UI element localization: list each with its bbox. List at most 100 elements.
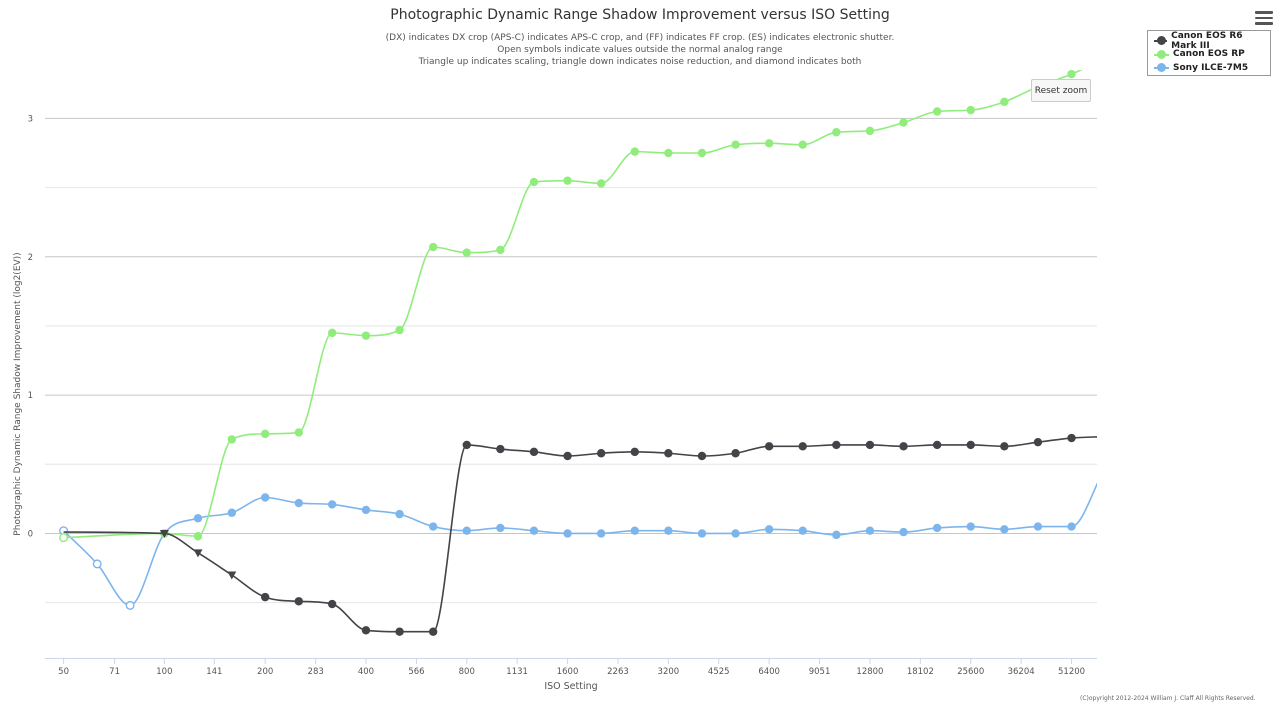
data-point [395,627,404,636]
legend-item-sony-ilce-7m5[interactable]: Sony ILCE-7M5 [1148,61,1270,75]
x-tick-label: 36204 [1008,667,1035,677]
legend-marker-icon [1154,49,1169,59]
legend-item-canon-eos-r6-mark-iii[interactable]: Canon EOS R6 Mark III [1148,30,1270,51]
data-point [327,328,337,338]
data-point [932,440,942,450]
data-point [731,140,740,149]
data-point-open [59,533,69,543]
x-tick-label: 800 [459,667,475,677]
series-0 [63,433,1097,636]
legend-label: Canon EOS RP [1173,49,1245,60]
data-point [395,509,404,519]
data-point [899,527,908,537]
data-point [529,447,539,457]
x-tick-label: 3200 [658,667,680,677]
data-point [327,500,337,509]
data-point [966,440,975,450]
x-tick-label: 25600 [957,667,984,677]
data-point [361,505,371,515]
legend-marker-icon [1154,63,1169,73]
data-point [1067,522,1076,531]
data-point-open [125,600,135,610]
data-point [764,525,774,534]
data-point [832,128,841,137]
data-point [563,529,572,538]
data-point [529,526,539,535]
data-point [462,526,471,535]
x-tick-label: 12800 [856,667,883,677]
data-point [664,148,673,158]
x-axis: 50 71 100 141 200 283 400 566 800 1131 1600 2263 320… [45,658,1097,677]
x-tick-label: 200 [257,667,273,677]
data-point [428,522,438,531]
data-point [630,147,639,156]
legend-label: Canon EOS R6 Mark III [1171,30,1243,51]
data-point-open [92,559,102,569]
data-point [294,428,303,437]
data-point [966,522,975,531]
data-point [428,627,438,636]
x-tick-label: 51200 [1058,667,1085,677]
data-point [664,526,673,535]
x-tick-label: 9051 [809,667,831,677]
data-point [462,248,471,257]
data-point [227,435,237,444]
copyright-text: (C)opyright 2012-2024 William J. Claff A… [1080,695,1256,702]
chart-subtitle-line: Open symbols indicate values outside the… [497,45,783,55]
data-point [361,331,371,340]
x-tick-label: 6400 [758,667,780,677]
chart-title: Photographic Dynamic Range Shadow Improv… [390,7,889,23]
data-point [529,177,539,187]
data-point [1000,525,1009,534]
data-point [294,597,303,606]
data-point [227,508,237,517]
x-tick-label: 18102 [907,667,934,677]
y-tick-label: 0 [28,529,33,539]
data-point [865,440,875,450]
data-point [193,514,203,523]
x-tick-label: 283 [308,667,324,677]
reset-zoom-button[interactable]: Reset zoom [1031,79,1091,102]
data-point [832,440,841,450]
x-tick-label: 1131 [506,667,528,677]
legend-item-canon-eos-rp[interactable]: Canon EOS RP [1148,48,1270,62]
data-point [428,242,438,252]
data-point [1033,437,1043,447]
data-point [798,442,807,451]
data-point [563,176,572,185]
y-tick-label: 1 [28,391,33,401]
data-point [260,493,270,502]
x-axis-title: ISO Setting [544,681,597,692]
data-point [1000,442,1009,451]
data-point [327,599,337,609]
data-point [630,526,639,535]
x-tick-label: 2263 [607,667,629,677]
data-point [260,592,270,602]
data-point [1033,522,1043,531]
grid [45,117,1097,604]
hamburger-menu-icon[interactable] [1253,8,1275,26]
y-tick-label: 2 [28,253,33,263]
data-point [798,140,807,149]
data-point [596,179,606,188]
x-tick-label: 141 [206,667,222,677]
y-tick-label: 3 [28,114,33,124]
data-point [630,447,639,457]
data-point [832,530,841,540]
data-point [798,526,807,535]
data-point [899,442,908,451]
series-1 [59,70,1083,543]
chart-subtitle-line: Triangle up indicates scaling, triangle … [418,57,862,67]
data-point [697,148,707,158]
data-point [1000,97,1009,107]
data-point [462,440,471,450]
data-point [764,442,774,451]
data-point-triangle-down [159,529,169,538]
x-tick-label: 50 [58,667,69,677]
data-point [697,529,707,538]
data-point [596,529,606,538]
legend-marker-icon [1154,36,1168,46]
data-point [1067,70,1076,79]
data-point [697,451,707,461]
